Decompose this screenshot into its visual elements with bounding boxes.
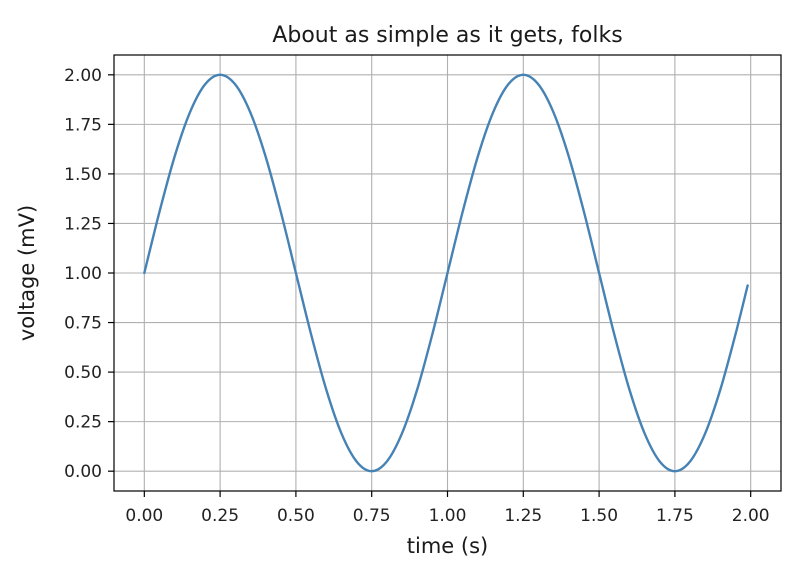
chart-title: About as simple as it gets, folks [272, 23, 622, 48]
x-tick-label: 0.50 [277, 506, 315, 526]
y-tick-label: 1.25 [64, 214, 102, 234]
y-tick-label: 1.50 [64, 165, 102, 185]
x-tick-label: 0.00 [125, 506, 163, 526]
series-layer [143, 73, 749, 473]
y-tick-label: 2.00 [64, 66, 102, 86]
x-tick-label: 1.50 [580, 506, 618, 526]
y-tick-label: 1.75 [64, 115, 102, 135]
x-axis-label: time (s) [407, 534, 488, 558]
x-tick-label: 2.00 [732, 506, 770, 526]
x-tick-label: 1.25 [504, 506, 542, 526]
y-axis-label: voltage (mV) [15, 205, 39, 341]
y-tick-label: 0.50 [64, 363, 102, 383]
x-tick-label: 1.75 [656, 506, 694, 526]
x-tick-label: 0.75 [353, 506, 391, 526]
y-tick-label: 0.75 [64, 314, 102, 334]
y-tick-label: 0.00 [64, 462, 102, 482]
ticks: 0.00 0.25 0.50 0.75 1.00 1.25 1.50 1.75 2.00 0.00… [64, 66, 769, 526]
x-tick-label: 0.25 [201, 506, 239, 526]
series-line-voltage [143, 73, 749, 473]
y-tick-label: 0.25 [64, 413, 102, 433]
y-tick-label: 1.00 [64, 264, 102, 284]
x-tick-label: 1.00 [429, 506, 467, 526]
